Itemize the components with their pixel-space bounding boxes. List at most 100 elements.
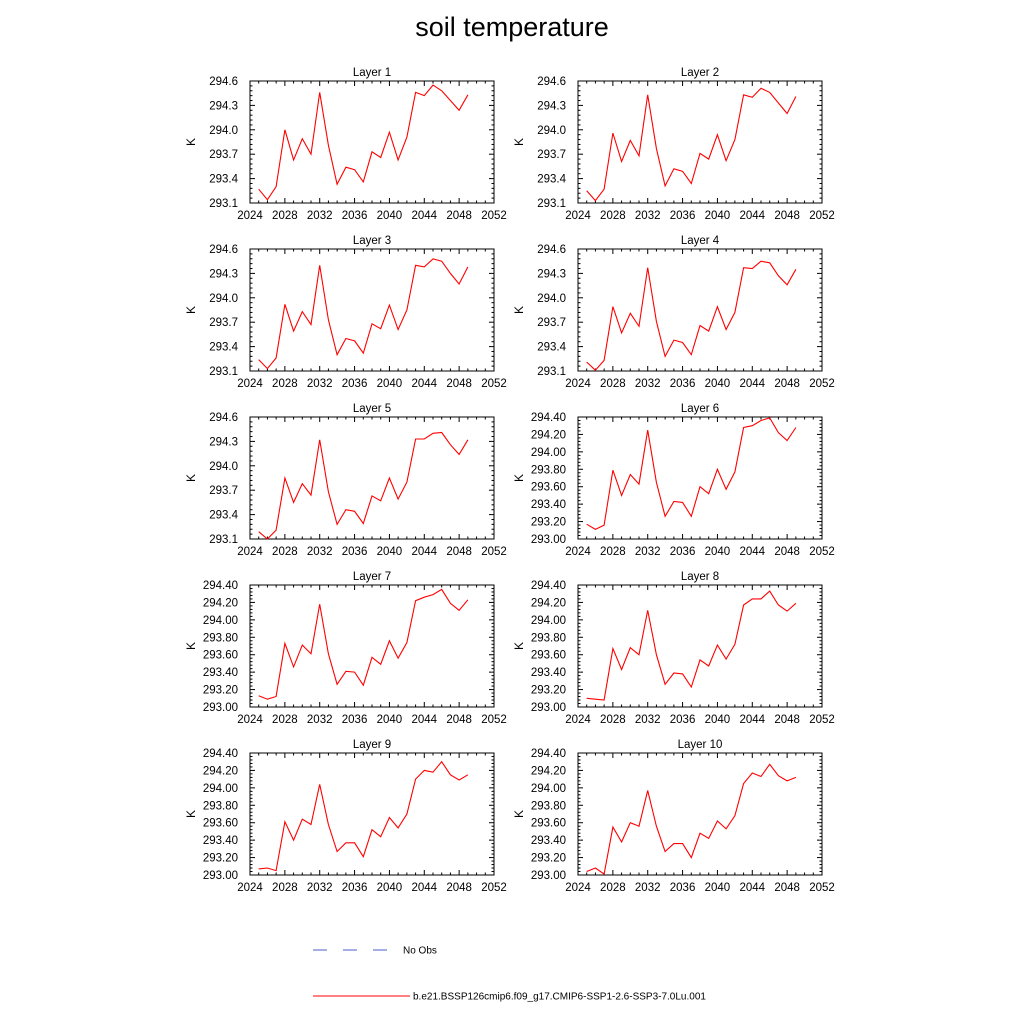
y-tick-label: 293.40 [531, 835, 566, 847]
plot-frame [249, 584, 495, 708]
plot-frame [249, 80, 495, 204]
y-tick-label: 294.00 [203, 615, 238, 627]
y-tick-label: 293.4 [209, 510, 238, 522]
x-tick-label: 2040 [705, 546, 731, 558]
x-tick-label: 2028 [272, 714, 298, 726]
x-tick-label: 2052 [481, 546, 507, 558]
y-axis-label: K [184, 138, 198, 146]
y-tick-label: 293.80 [203, 800, 238, 812]
x-tick-label: 2028 [600, 882, 626, 894]
y-tick-label: 293.1 [209, 534, 238, 546]
x-tick-label: 2044 [411, 882, 437, 894]
y-tick-label: 294.20 [203, 765, 238, 777]
x-tick-label: 2052 [481, 210, 507, 222]
x-tick-label: 2024 [237, 378, 263, 390]
panel-title: Layer 10 [678, 739, 723, 751]
plot-frame [249, 752, 495, 876]
chart-panel-layer-3: Layer 3 K 2024 2028 2032 2036 2040 2044 2048 2052… [184, 235, 507, 390]
x-tick-label: 2036 [670, 210, 696, 222]
x-tick-label: 2048 [446, 546, 472, 558]
y-tick-label: 294.3 [209, 268, 238, 280]
y-tick-label: 293.00 [203, 702, 238, 714]
x-tick-label: 2048 [774, 210, 800, 222]
y-axis-label: K [512, 474, 526, 482]
x-tick-label: 2052 [809, 210, 835, 222]
y-tick-label: 293.20 [531, 517, 566, 529]
panel-title: Layer 6 [681, 403, 719, 415]
y-tick-label: 294.3 [537, 100, 566, 112]
y-tick-label: 294.6 [537, 76, 566, 88]
x-tick-label: 2036 [670, 882, 696, 894]
chart-panel-layer-7: Layer 7 K 2024 2028 2032 2036 2040 2044 2048 2052… [184, 571, 507, 726]
y-tick-label: 293.80 [203, 632, 238, 644]
series-line-layer-7 [258, 588, 469, 700]
panel-title: Layer 2 [681, 67, 719, 79]
series-line-layer-6 [586, 417, 797, 531]
panel-title: Layer 4 [681, 235, 720, 247]
chart-panel-layer-1: Layer 1 K 2024 2028 2032 2036 2040 2044 2048 2052… [184, 67, 507, 222]
x-tick-label: 2040 [377, 714, 403, 726]
y-tick-label: 294.20 [531, 765, 566, 777]
y-tick-label: 294.00 [531, 615, 566, 627]
x-tick-label: 2024 [237, 210, 263, 222]
x-tick-label: 2036 [342, 714, 368, 726]
x-tick-label: 2052 [809, 378, 835, 390]
y-tick-label: 293.00 [531, 870, 566, 882]
y-tick-label: 293.7 [209, 149, 238, 161]
y-tick-label: 293.40 [531, 499, 566, 511]
panel-title: Layer 8 [681, 571, 719, 583]
y-axis-label: K [184, 474, 198, 482]
legend-label-no-obs: No Obs [403, 946, 437, 957]
y-tick-label: 293.4 [209, 174, 238, 186]
x-tick-label: 2040 [377, 546, 403, 558]
y-tick-label: 293.4 [537, 342, 566, 354]
x-tick-label: 2032 [635, 210, 661, 222]
y-tick-label: 294.0 [209, 125, 238, 137]
x-tick-label: 2036 [342, 210, 368, 222]
y-tick-label: 293.7 [537, 317, 566, 329]
y-tick-label: 293.40 [203, 835, 238, 847]
x-tick-label: 2052 [481, 714, 507, 726]
x-tick-label: 2052 [809, 714, 835, 726]
y-tick-label: 293.40 [531, 667, 566, 679]
x-tick-label: 2052 [809, 546, 835, 558]
x-tick-label: 2032 [635, 378, 661, 390]
series-line-layer-10 [586, 763, 797, 876]
x-tick-label: 2040 [705, 378, 731, 390]
x-tick-label: 2028 [272, 546, 298, 558]
x-tick-label: 2040 [705, 882, 731, 894]
x-tick-label: 2052 [809, 882, 835, 894]
x-tick-label: 2048 [774, 378, 800, 390]
y-tick-label: 293.1 [209, 366, 238, 378]
chart-panel-layer-10: Layer 10 K 2024 2028 2032 2036 2040 2044 2048 205… [512, 739, 835, 894]
y-tick-label: 293.20 [203, 685, 238, 697]
x-tick-label: 2044 [739, 882, 765, 894]
plot-frame [577, 416, 823, 540]
x-tick-label: 2024 [565, 546, 591, 558]
x-tick-label: 2052 [481, 378, 507, 390]
plot-frame [249, 416, 495, 540]
y-tick-label: 293.20 [531, 685, 566, 697]
x-tick-label: 2048 [774, 546, 800, 558]
y-tick-label: 294.20 [203, 597, 238, 609]
plot-frame [577, 248, 823, 372]
x-tick-label: 2024 [565, 714, 591, 726]
y-axis-label: K [184, 642, 198, 650]
x-tick-label: 2024 [237, 714, 263, 726]
y-axis-label: K [512, 138, 526, 146]
x-tick-label: 2044 [411, 714, 437, 726]
y-tick-label: 293.60 [203, 818, 238, 830]
x-tick-label: 2048 [446, 714, 472, 726]
y-tick-label: 293.4 [537, 174, 566, 186]
series-line-layer-8 [586, 590, 797, 701]
x-tick-label: 2032 [307, 714, 333, 726]
y-tick-label: 293.7 [537, 149, 566, 161]
panel-title: Layer 7 [353, 571, 391, 583]
chart-panel-layer-8: Layer 8 K 2024 2028 2032 2036 2040 2044 2048 2052… [512, 571, 835, 726]
x-tick-label: 2048 [446, 378, 472, 390]
x-tick-label: 2040 [377, 378, 403, 390]
y-tick-label: 293.7 [209, 317, 238, 329]
y-tick-label: 294.40 [203, 748, 238, 760]
x-tick-label: 2036 [342, 378, 368, 390]
